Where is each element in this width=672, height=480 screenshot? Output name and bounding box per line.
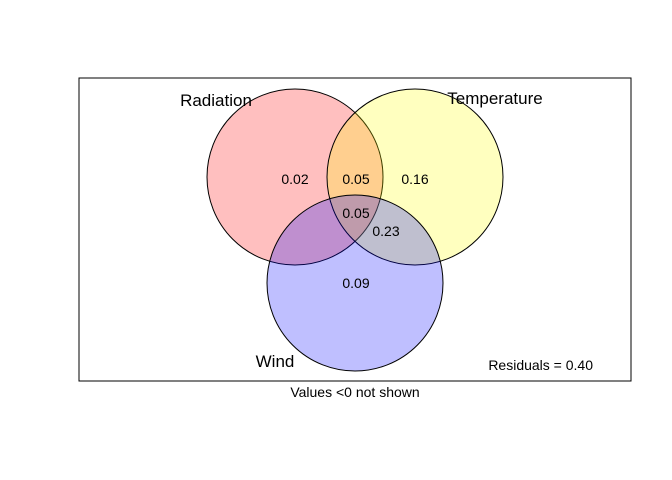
wind-circle	[266, 194, 444, 372]
region-value-all-three: 0.05	[342, 205, 369, 221]
region-value-radiation-temperature: 0.05	[342, 171, 369, 187]
temperature-label: Temperature	[447, 89, 542, 108]
radiation-label: Radiation	[180, 91, 252, 110]
residuals-label: Residuals = 0.40	[488, 357, 593, 373]
temperature-circle	[326, 88, 504, 266]
region-value-wind-only: 0.09	[342, 275, 369, 291]
region-value-temperature-wind: 0.23	[372, 223, 399, 239]
region-value-radiation-only: 0.02	[281, 171, 308, 187]
region-value-temperature-only: 0.16	[401, 171, 428, 187]
plot-frame	[78, 77, 632, 382]
footnote: Values <0 not shown	[290, 384, 419, 400]
wind-label: Wind	[256, 352, 295, 371]
